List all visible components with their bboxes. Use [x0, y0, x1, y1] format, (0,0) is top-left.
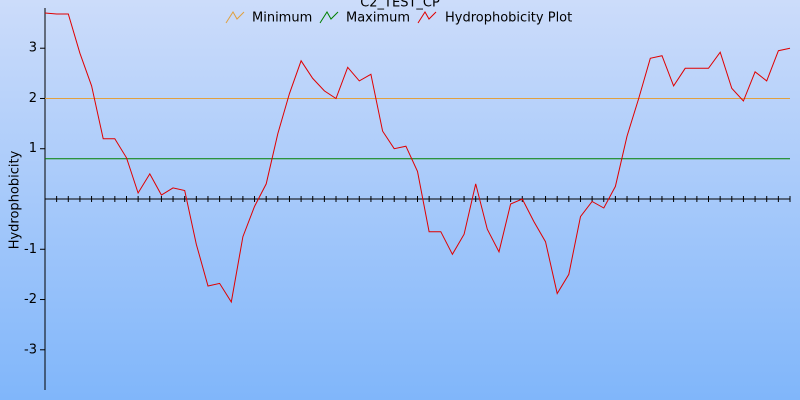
y-tick-label: -2 — [24, 292, 37, 307]
y-tick-label: -1 — [24, 242, 37, 257]
y-tick-label: -3 — [24, 342, 37, 357]
legend-icon — [319, 11, 339, 24]
y-axis-label: Hydrophobicity — [8, 150, 23, 249]
y-tick-label: 3 — [29, 41, 37, 56]
legend-label: Minimum — [252, 11, 312, 26]
y-tick-label: 1 — [29, 141, 37, 156]
series-line — [44, 12, 791, 304]
legend-icon — [417, 11, 437, 24]
legend-icon — [225, 11, 245, 24]
chart-title: C2_TEST_CP — [360, 0, 440, 11]
y-tick-label: 2 — [29, 91, 37, 106]
legend-label: Maximum — [346, 11, 410, 26]
legend-label: Hydrophobicity Plot — [445, 11, 572, 26]
